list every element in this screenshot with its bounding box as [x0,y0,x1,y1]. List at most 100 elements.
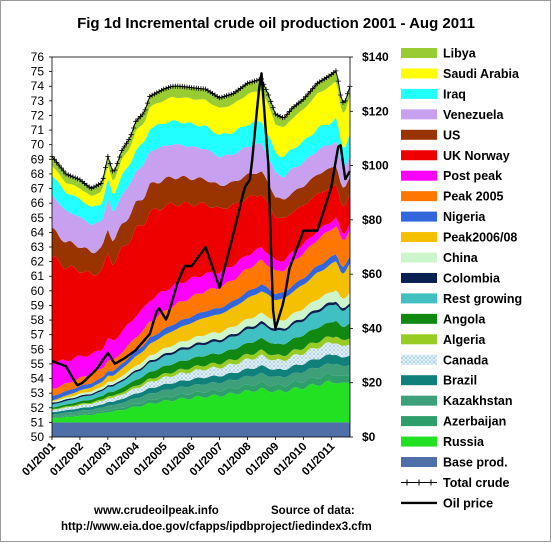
total-crude-marker [105,153,111,159]
left-tick-label: 72 [31,108,45,122]
legend-label-total-crude: Total crude [443,476,509,490]
legend-swatch-saudi-arabia [401,68,437,79]
legend-label-brazil: Brazil [443,374,477,388]
total-crude-marker [107,161,113,167]
legend-label-algeria: Algeria [443,333,486,347]
total-crude-marker [112,167,118,173]
total-crude-marker [140,111,146,117]
legend-label-peak-2005: Peak 2005 [443,190,504,204]
total-crude-marker [63,171,69,177]
total-crude-marker [333,68,339,74]
legend-label-azerbaijan: Azerbaijan [443,415,506,429]
legend-swatch-iraq [401,88,437,99]
right-tick-label: $100 [362,159,389,173]
total-crude-marker [89,185,95,191]
total-crude-marker [275,112,281,118]
left-tick-label: 50 [31,430,45,444]
area-azerbaijan [52,373,350,419]
footer-site: www.crudeoilpeak.info [93,505,219,517]
legend-swatch-algeria [401,334,437,345]
total-crude-marker [116,154,122,160]
legend-swatch-base-prod- [401,457,437,467]
right-tick-label: $20 [362,376,382,390]
total-crude-marker [277,113,283,119]
legend-label-iraq: Iraq [443,87,466,101]
total-crude-marker [103,164,109,170]
total-crude-marker [300,96,306,102]
legend-marker [416,479,422,486]
area-iraq [52,117,350,225]
total-crude-marker [144,100,150,106]
total-crude-marker [303,94,309,100]
left-tick-label: 70 [31,138,45,152]
legend-marker [404,479,410,486]
left-tick-label: 61 [31,269,45,283]
total-crude-marker [91,184,97,190]
area-algeria [52,336,350,410]
total-crude-marker [128,132,134,138]
total-crude-marker [61,168,67,174]
line-series [49,68,353,387]
left-tick-label: 57 [31,328,45,342]
total-crude-marker [254,77,260,83]
chart-title: Fig 1d Incremental crude oil production … [77,15,475,32]
legend-label-base-prod-: Base prod. [443,456,508,470]
legend-label-kazakhstan: Kazakhstan [443,394,512,408]
total-crude-marker [161,86,167,92]
area-uk-norway [52,184,350,364]
oil-price-line [51,72,351,387]
legend-swatch-rest-growing [401,293,437,304]
left-tick-label: 55 [31,357,45,371]
left-tick-label: 56 [31,342,45,356]
area-saudi-arabia [52,81,350,207]
total-crude-marker [219,94,225,100]
area-canada [52,342,350,413]
legend-label-canada: Canada [443,353,489,367]
area-peak-2005 [52,225,350,396]
legend-label-oil-price: Oil price [443,496,493,510]
legend-swatch-brazil [401,375,437,386]
total-crude-marker [270,105,276,111]
legend-swatch-us [401,129,437,140]
left-tick-label: 60 [31,284,45,298]
legend-label-rest-growing: Rest growing [443,292,522,306]
left-tick-label: 53 [31,386,45,400]
total-crude-marker [98,180,104,186]
total-crude-marker [284,111,290,117]
total-crude-marker [130,125,136,131]
total-crude-marker [226,92,232,98]
right-tick-label: $60 [362,267,382,281]
total-crude-marker [156,89,162,95]
legend-swatch-post-peak [401,170,437,181]
stacked-areas [52,70,350,437]
total-crude-marker [154,90,160,96]
legend: Libya Saudi Arabia Iraq Venezuela US UK Norwa… [401,47,522,510]
legend-label-china: China [443,251,479,265]
legend-label-uk-norway: UK Norway [443,149,510,163]
total-crude-marker [342,98,348,104]
left-tick-label: 66 [31,196,45,210]
total-crude-marker [312,83,318,89]
total-crude-marker [310,86,316,92]
total-crude-marker [272,111,278,117]
total-crude-marker [221,93,227,99]
legend-swatch-peak2006-08 [401,232,437,243]
legend-label-saudi-arabia: Saudi Arabia [443,67,520,81]
total-crude-marker [58,165,64,171]
total-crude-marker [286,109,292,115]
right-tick-label: $140 [362,50,389,64]
area-base-prod- [52,422,350,437]
legend-swatch-libya [401,48,437,58]
legend-swatch-russia [401,436,437,447]
legend-swatch-kazakhstan [401,395,437,406]
left-tick-label: 65 [31,211,45,225]
right-tick-label: $80 [362,213,382,227]
legend-swatch-uk-norway [401,150,437,161]
left-tick-label: 63 [31,240,45,254]
legend-label-libya: Libya [443,47,477,61]
total-crude-marker [158,87,164,93]
left-tick-label: 71 [31,123,45,137]
total-crude-marker [51,156,57,162]
area-peak2006-08 [52,261,350,402]
area-venezuela [52,140,350,254]
